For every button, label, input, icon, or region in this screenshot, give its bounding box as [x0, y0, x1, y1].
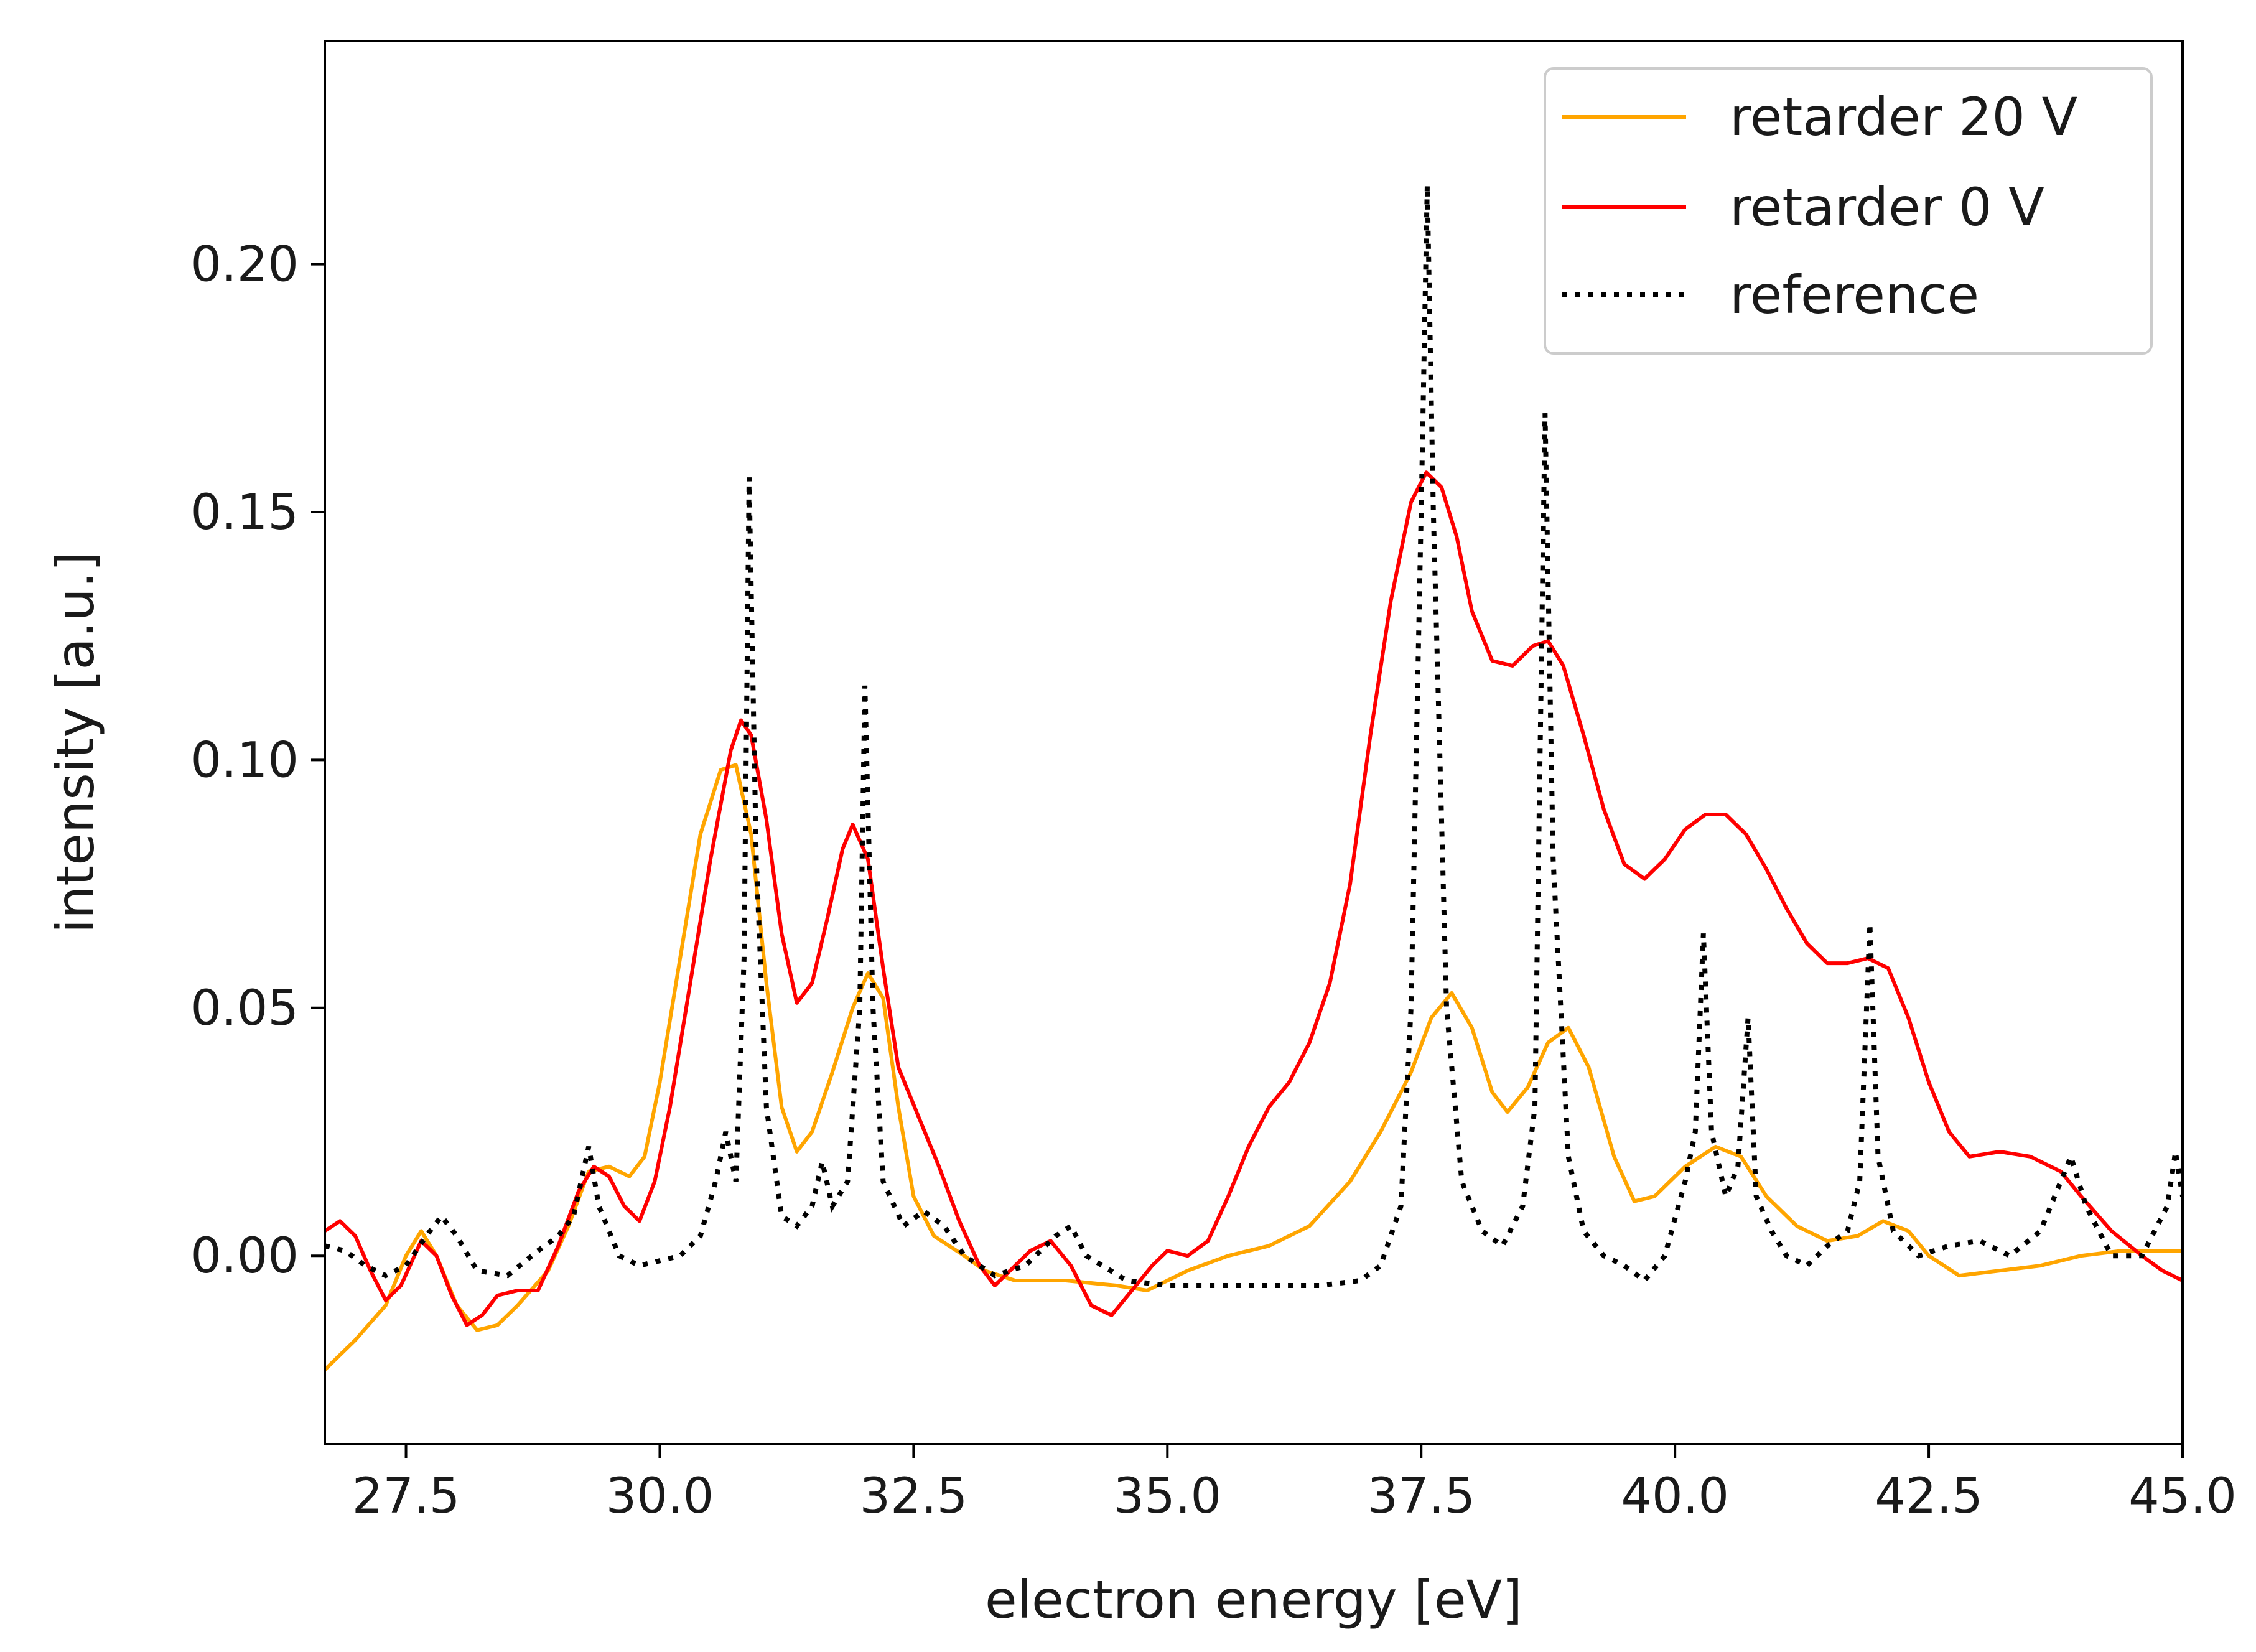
x-tick-label: 40.0	[1621, 1468, 1729, 1524]
x-tick-label: 37.5	[1367, 1468, 1475, 1524]
y-axis-ticks: 0.00 0.05 0.10 0.15 0.20	[190, 237, 325, 1284]
y-tick-label: 0.20	[190, 237, 299, 293]
x-axis-ticks: 27.5 30.0 32.5 35.0 37.5 40.0 42.5 45.0	[352, 1444, 2237, 1524]
series-line-reference	[325, 185, 2183, 1288]
y-tick-label: 0.05	[190, 981, 299, 1037]
legend-label: retarder 20 V	[1730, 86, 2077, 147]
y-tick-label: 0.10	[190, 732, 299, 788]
x-tick-label: 32.5	[860, 1468, 968, 1524]
series-layer	[325, 185, 2183, 1372]
y-axis-label: intensity [a.u.]	[45, 551, 106, 934]
legend: retarder 20 V retarder 0 V reference	[1544, 67, 2153, 355]
x-tick-label: 45.0	[2128, 1468, 2237, 1524]
x-tick-label: 30.0	[606, 1468, 714, 1524]
x-tick-label: 27.5	[352, 1468, 460, 1524]
plot-frame	[324, 40, 2184, 1445]
x-tick-label: 35.0	[1113, 1468, 1221, 1524]
y-tick-label: 0.15	[190, 485, 299, 541]
series-line-retarder-0-v	[325, 470, 2183, 1327]
x-axis-label: electron energy [eV]	[985, 1569, 1522, 1630]
legend-box	[1544, 67, 2153, 355]
legend-label: reference	[1730, 264, 1979, 325]
legend-label: retarder 0 V	[1730, 177, 2044, 238]
x-tick-label: 42.5	[1875, 1468, 1983, 1524]
y-tick-label: 0.00	[190, 1228, 299, 1284]
